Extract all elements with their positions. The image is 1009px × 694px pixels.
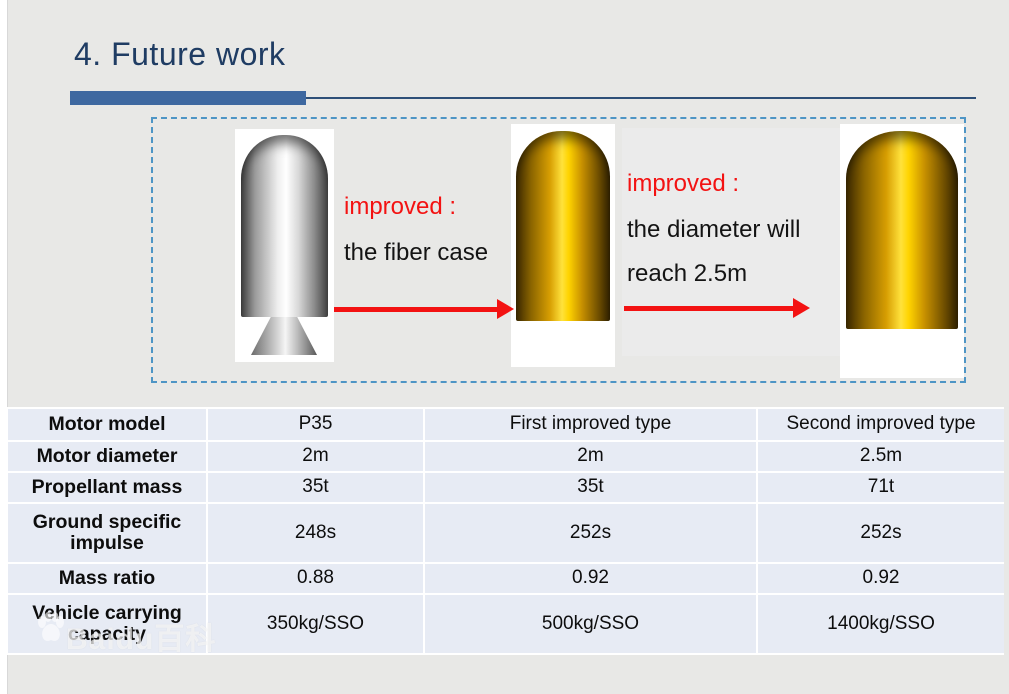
- left-margin-strip: [0, 0, 8, 694]
- table-cell: 35t: [425, 473, 756, 502]
- table-row-label: Motor diameter: [8, 442, 206, 471]
- annotation2-heading: improved :: [627, 170, 740, 197]
- table-cell: 2m: [208, 442, 423, 471]
- table-cell: P35: [208, 409, 423, 440]
- table-row-label: Vehicle carrying capacity: [8, 595, 206, 653]
- rocket-body-icon: [516, 131, 610, 321]
- rocket-nozzle-icon: [528, 321, 598, 361]
- improvement-arrow-2-icon: [624, 298, 810, 318]
- improvement-arrow-1-icon: [334, 299, 514, 319]
- table-row-label: Ground specific impulse: [8, 504, 206, 562]
- table-cell: First improved type: [425, 409, 756, 440]
- title-underline-rule: [306, 97, 976, 99]
- annotation2-panel: [622, 128, 842, 356]
- rocket-body-icon: [241, 135, 328, 317]
- table-cell: Second improved type: [758, 409, 1004, 440]
- page-title: 4. Future work: [74, 36, 286, 72]
- annotation2-line2: reach 2.5m: [627, 260, 748, 287]
- table-cell: 252s: [425, 504, 756, 562]
- table-cell: 1400kg/SSO: [758, 595, 1004, 653]
- rocket-nozzle-icon: [863, 329, 941, 373]
- rocket-first-improved-image: [511, 124, 615, 367]
- table-cell: 35t: [208, 473, 423, 502]
- table-cell: 2m: [425, 442, 756, 471]
- motor-spec-table: Motor model P35 First improved type Seco…: [6, 407, 1004, 655]
- rocket-nozzle-icon: [251, 317, 317, 355]
- title-accent-bar: [70, 91, 306, 105]
- annotation2-line1: the diameter will: [627, 216, 801, 243]
- table-cell: 2.5m: [758, 442, 1004, 471]
- table-cell: 248s: [208, 504, 423, 562]
- annotation1-heading: improved :: [344, 193, 457, 220]
- table-row-label: Motor model: [8, 409, 206, 440]
- table-cell: 350kg/SSO: [208, 595, 423, 653]
- table-row-label: Mass ratio: [8, 564, 206, 593]
- rocket-body-icon: [846, 131, 958, 329]
- rocket-second-improved-image: [840, 124, 964, 378]
- table-row-label: Propellant mass: [8, 473, 206, 502]
- diagram-dashed-frame: [151, 117, 966, 383]
- table-cell: 252s: [758, 504, 1004, 562]
- table-cell: 0.92: [425, 564, 756, 593]
- table-cell: 0.88: [208, 564, 423, 593]
- annotation1-line1: the fiber case: [344, 239, 489, 266]
- table-cell: 500kg/SSO: [425, 595, 756, 653]
- rocket-p35-image: [235, 129, 334, 362]
- table-cell: 0.92: [758, 564, 1004, 593]
- table-cell: 71t: [758, 473, 1004, 502]
